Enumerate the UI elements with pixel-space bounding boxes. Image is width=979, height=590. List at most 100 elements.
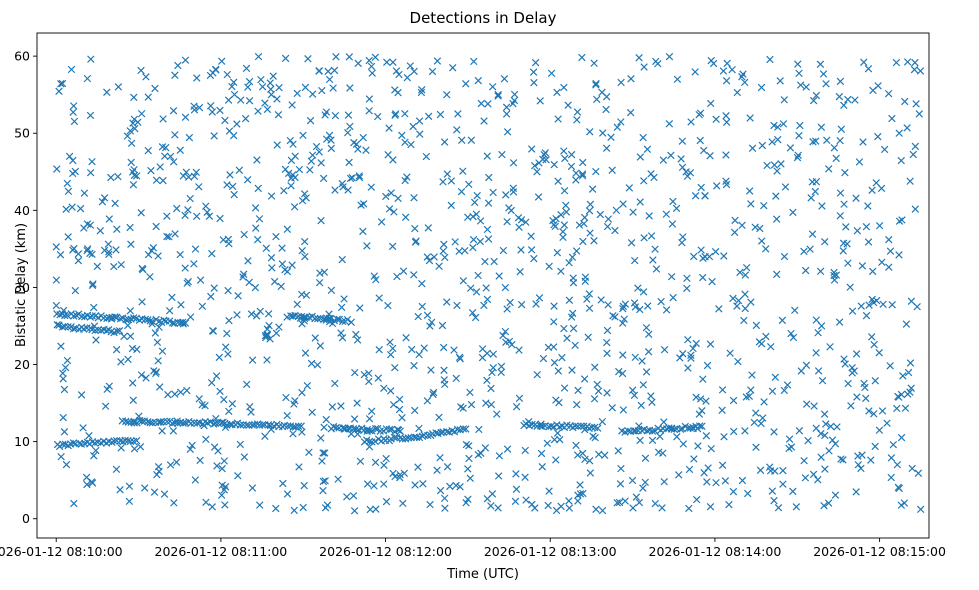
detection-point [756, 224, 764, 233]
detection-point [150, 488, 159, 496]
detection-point [325, 314, 333, 323]
detection-point [484, 100, 492, 108]
detection-point [628, 386, 637, 394]
detection-point [641, 454, 650, 462]
detection-point [574, 422, 582, 431]
detection-point [532, 300, 540, 308]
detection-point [644, 348, 653, 356]
detection-point [840, 101, 848, 109]
detection-point [469, 243, 477, 252]
detection-point [258, 421, 267, 429]
detection-point [256, 501, 264, 509]
detection-point [699, 375, 707, 383]
detection-point [474, 271, 482, 280]
detection-point [208, 503, 217, 511]
detection-point [692, 495, 701, 504]
detection-point [824, 499, 833, 507]
detection-point [703, 361, 712, 370]
detection-point [629, 208, 637, 216]
detection-point [695, 410, 704, 418]
detection-point [247, 408, 255, 416]
detection-point [163, 232, 171, 241]
detection-point [914, 469, 923, 477]
detection-point [505, 204, 513, 212]
detection-point [90, 303, 98, 312]
detection-point [384, 301, 392, 310]
detection-point [244, 83, 252, 91]
detection-point [497, 368, 505, 377]
detection-point [359, 200, 368, 208]
detection-point [592, 79, 600, 88]
detection-point [517, 246, 525, 254]
detection-point [345, 53, 354, 61]
detection-point [702, 432, 711, 440]
detection-point [172, 204, 181, 213]
detection-point [494, 92, 502, 100]
detection-point [522, 496, 530, 504]
detection-point [770, 428, 778, 436]
detection-point [619, 200, 627, 208]
detection-point [71, 286, 80, 295]
detection-point [689, 252, 698, 261]
detection-point [476, 237, 484, 246]
detection-point [365, 415, 374, 423]
detection-point [550, 302, 558, 310]
detection-point [234, 292, 242, 300]
detection-point [94, 326, 102, 334]
detection-point [868, 186, 876, 194]
detection-point [278, 244, 286, 252]
detection-point [730, 228, 739, 237]
detection-point [796, 81, 805, 89]
detection-point [529, 68, 538, 76]
x-tick-label: 2026-01-12 08:15:00 [813, 544, 946, 559]
detection-point [722, 112, 730, 120]
detection-point [380, 461, 388, 469]
detection-point [427, 318, 436, 327]
detection-point [837, 125, 846, 133]
detection-point [366, 505, 374, 514]
detection-point [464, 465, 472, 473]
detection-point [294, 422, 303, 430]
detection-point [864, 64, 873, 73]
detection-point [333, 315, 341, 324]
detection-point [380, 480, 388, 488]
detection-point [808, 230, 817, 238]
detection-point [107, 173, 115, 182]
detection-point [734, 296, 743, 305]
detection-point [179, 172, 188, 180]
detection-point [665, 119, 674, 128]
detection-point [530, 254, 538, 263]
detection-point [544, 501, 552, 510]
detection-point [839, 456, 847, 464]
detection-point [561, 154, 569, 163]
detection-point [367, 183, 376, 191]
detection-point [662, 306, 671, 314]
detection-point [98, 198, 107, 206]
detection-point [617, 464, 625, 473]
detection-point [501, 327, 510, 336]
detection-point [356, 304, 364, 312]
detection-point [864, 202, 872, 210]
detection-point [113, 327, 121, 335]
detection-point [621, 497, 629, 505]
detection-point [768, 487, 777, 495]
detection-point [338, 317, 347, 326]
detection-point [282, 393, 290, 402]
detection-point [533, 370, 541, 379]
detection-point [389, 58, 397, 67]
detection-point [52, 243, 60, 251]
detection-point [533, 167, 541, 176]
detection-point [872, 179, 880, 187]
detection-point [598, 506, 607, 515]
detection-point [89, 280, 97, 288]
detection-point [228, 400, 237, 408]
detection-point [701, 192, 709, 200]
detection-point [621, 300, 630, 308]
detection-point [649, 256, 657, 264]
detection-point [685, 465, 694, 474]
detection-point [593, 380, 601, 389]
detection-point [779, 480, 787, 488]
detection-point [191, 476, 200, 484]
detection-point [578, 53, 586, 62]
detection-point [689, 344, 697, 353]
